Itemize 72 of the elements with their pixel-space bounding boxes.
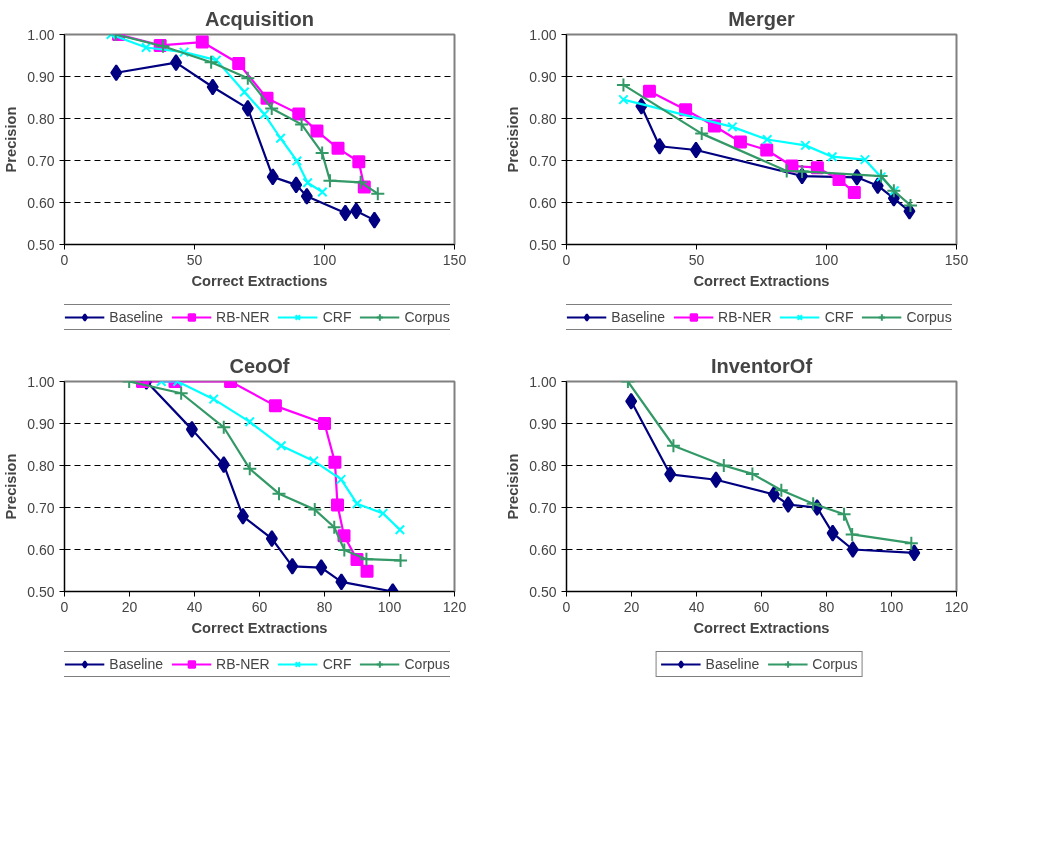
x-tick-label: 50 [186, 251, 203, 268]
y-tick-label: 0.70 [529, 499, 557, 516]
legend-label: RB-NER [216, 656, 270, 672]
y-tick-label: 0.70 [27, 152, 55, 169]
legend-label: CRF [824, 309, 854, 325]
y-tick-label: 0.80 [27, 110, 55, 127]
y-tick-label: 1.00 [529, 373, 557, 390]
chart-title: Acquisition [205, 7, 314, 30]
legend-label: Baseline [109, 309, 164, 325]
y-tick-label: 1.00 [529, 26, 557, 43]
x-tick-label: 20 [623, 598, 640, 615]
x-tick-label: 150 [944, 251, 969, 268]
x-tick-label: 20 [121, 598, 138, 615]
x-tick-label: 0 [562, 251, 571, 268]
y-tick-label: 0.60 [529, 194, 557, 211]
y-tick-label: 0.80 [27, 457, 55, 474]
legend-label: Corpus [906, 309, 952, 325]
y-tick-label: 1.00 [27, 373, 55, 390]
x-axis-title: Correct Extractions [191, 272, 328, 289]
x-tick-label: 100 [312, 251, 337, 268]
y-tick-label: 0.90 [529, 415, 557, 432]
x-tick-label: 60 [753, 598, 770, 615]
x-tick-label: 100 [377, 598, 402, 615]
x-tick-label: 120 [944, 598, 969, 615]
x-tick-label: 0 [60, 598, 69, 615]
y-tick-label: 0.60 [529, 541, 557, 558]
legend-label: RB-NER [718, 309, 772, 325]
x-tick-label: 40 [186, 598, 203, 615]
y-tick-label: 0.70 [27, 499, 55, 516]
legend-label: CRF [322, 309, 352, 325]
y-tick-label: 0.50 [27, 583, 55, 600]
legend-label: CRF [322, 656, 352, 672]
y-axis-title: Precision [3, 453, 20, 520]
x-tick-label: 80 [818, 598, 835, 615]
y-tick-label: 0.50 [529, 583, 557, 600]
x-tick-label: 50 [688, 251, 705, 268]
y-tick-label: 0.80 [529, 110, 557, 127]
x-axis-title: Correct Extractions [693, 272, 830, 289]
x-tick-label: 120 [442, 598, 467, 615]
x-tick-label: 80 [316, 598, 333, 615]
x-axis-title: Correct Extractions [693, 619, 830, 636]
x-tick-label: 100 [879, 598, 904, 615]
y-axis-title: Precision [505, 453, 522, 520]
legend-label: Corpus [404, 309, 450, 325]
x-tick-label: 0 [60, 251, 69, 268]
chart-title: Merger [728, 7, 796, 30]
y-tick-label: 0.90 [27, 68, 55, 85]
y-tick-label: 0.70 [529, 152, 557, 169]
x-tick-label: 60 [251, 598, 268, 615]
x-tick-label: 40 [688, 598, 705, 615]
x-tick-label: 150 [442, 251, 467, 268]
y-tick-label: 0.50 [27, 236, 55, 253]
legend-label: Baseline [109, 656, 164, 672]
legend-label: Corpus [812, 656, 858, 672]
y-tick-label: 0.90 [529, 68, 557, 85]
legend-label: Baseline [611, 309, 666, 325]
y-tick-label: 0.60 [27, 541, 55, 558]
x-tick-label: 100 [814, 251, 839, 268]
y-tick-label: 0.60 [27, 194, 55, 211]
x-tick-label: 0 [562, 598, 571, 615]
chart-title: CeoOf [229, 354, 290, 377]
x-axis-title: Correct Extractions [191, 619, 328, 636]
y-axis-title: Precision [3, 106, 20, 173]
y-tick-label: 0.80 [529, 457, 557, 474]
legend-label: Baseline [705, 656, 760, 672]
chart-title: InventorOf [710, 354, 813, 377]
y-tick-label: 1.00 [27, 26, 55, 43]
legend-label: RB-NER [216, 309, 270, 325]
y-tick-label: 0.50 [529, 236, 557, 253]
y-tick-label: 0.90 [27, 415, 55, 432]
y-axis-title: Precision [505, 106, 522, 173]
legend-label: Corpus [404, 656, 450, 672]
